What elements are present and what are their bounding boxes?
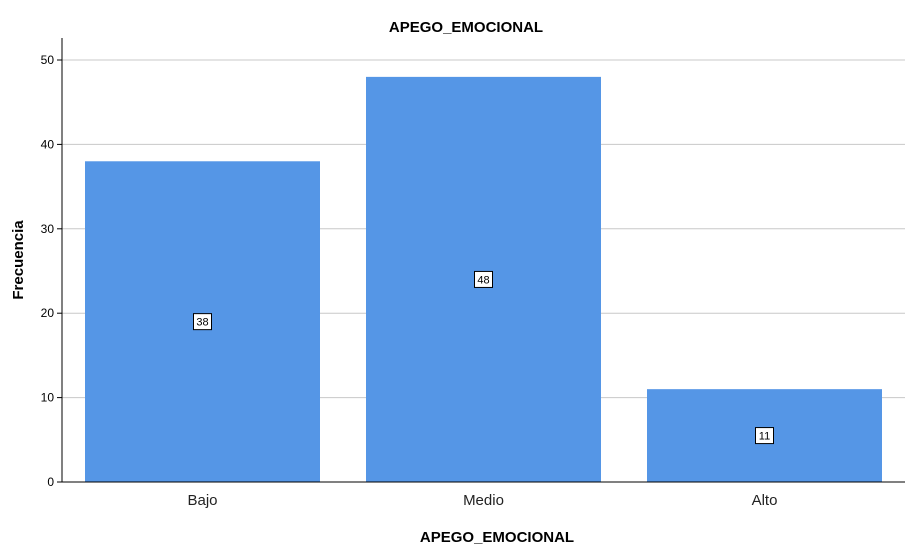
y-tick-label: 20	[41, 306, 55, 320]
data-label-box	[474, 270, 493, 288]
y-axis-label: Frecuencia	[10, 220, 27, 300]
data-label-text: 48	[477, 274, 489, 286]
data-label: 11	[755, 427, 774, 445]
y-tick-label: 30	[41, 222, 55, 236]
x-ticks: Bajo Medio Alto	[187, 492, 777, 509]
x-axis-label: APEGO_EMOCIONAL	[420, 529, 574, 546]
x-tick-label: Alto	[752, 492, 778, 509]
y-tick-label: 40	[41, 137, 55, 151]
y-tick-label: 10	[41, 391, 55, 405]
chart-title: APEGO_EMOCIONAL	[389, 19, 543, 36]
x-tick-label: Bajo	[187, 492, 217, 509]
data-label-box	[755, 427, 774, 445]
data-label-box	[193, 313, 212, 331]
data-label: 38	[193, 313, 212, 331]
axes	[61, 38, 905, 483]
y-ticks: 0 10 20 30 40 50	[41, 53, 62, 489]
data-label-text: 38	[196, 317, 208, 329]
data-label-text: 11	[759, 431, 770, 443]
data-label: 48	[474, 270, 493, 288]
data-labels: 38 48 11	[193, 270, 774, 445]
x-tick-label: Medio	[463, 492, 504, 509]
y-tick-label: 0	[47, 475, 54, 489]
y-tick-label: 50	[41, 53, 55, 67]
